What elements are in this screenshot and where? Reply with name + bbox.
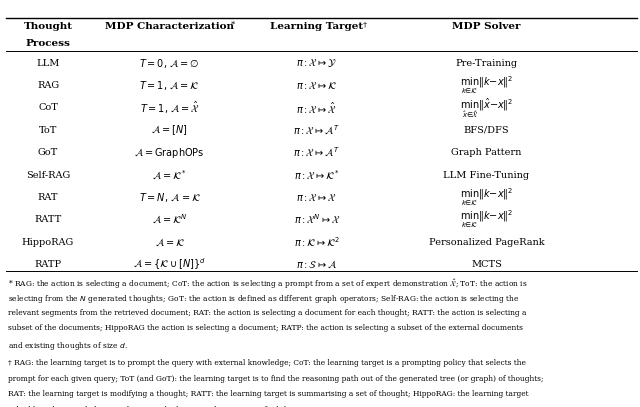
Text: CoT: CoT <box>38 103 58 112</box>
Text: HippoRAG: HippoRAG <box>22 238 74 247</box>
Text: $\min_{k\in\mathcal{K}}\|k-x\|^2$: $\min_{k\in\mathcal{K}}\|k-x\|^2$ <box>460 209 513 230</box>
Text: † RAG: the learning target is to prompt the query with external knowledge; CoT: : † RAG: the learning target is to prompt … <box>8 359 525 368</box>
Text: $\pi:\mathcal{X}\mapsto\mathcal{A}^T$: $\pi:\mathcal{X}\mapsto\mathcal{A}^T$ <box>294 146 340 159</box>
Text: RATT: RATT <box>35 215 61 224</box>
Text: RAG: RAG <box>37 81 59 90</box>
Text: *: * <box>230 20 235 28</box>
Text: $T=0,\, \mathcal{A}=\emptyset$: $T=0,\, \mathcal{A}=\emptyset$ <box>140 57 200 70</box>
Text: Process: Process <box>26 39 70 48</box>
Text: Graph Pattern: Graph Pattern <box>451 148 522 157</box>
Text: relevant segments from the retrieved document; RAT: the action is selecting a do: relevant segments from the retrieved doc… <box>8 309 526 317</box>
Text: LLM: LLM <box>36 59 60 68</box>
Text: $\min_{k\in\mathcal{K}}\|k-x\|^2$: $\min_{k\in\mathcal{K}}\|k-x\|^2$ <box>460 75 513 96</box>
Text: $\pi:\mathcal{X}\mapsto\mathcal{X}$: $\pi:\mathcal{X}\mapsto\mathcal{X}$ <box>296 192 337 203</box>
Text: $\pi:\mathcal{S}\mapsto\mathcal{A}$: $\pi:\mathcal{S}\mapsto\mathcal{A}$ <box>296 259 337 270</box>
Text: prompt for each given query; ToT (and GoT): the learning target is to find the r: prompt for each given query; ToT (and Go… <box>8 375 543 383</box>
Text: $\min_{\hat{x}\in\hat{\mathcal{X}}}\|\hat{x}-x\|^2$: $\min_{\hat{x}\in\hat{\mathcal{X}}}\|\ha… <box>460 96 513 120</box>
Text: Personalized PageRank: Personalized PageRank <box>429 238 544 247</box>
Text: MDP Characterization: MDP Characterization <box>105 22 234 31</box>
Text: $\pi:\mathcal{X}\mapsto\mathcal{A}^T$: $\pi:\mathcal{X}\mapsto\mathcal{A}^T$ <box>294 124 340 137</box>
Text: $\min_{k\in\mathcal{K}}\|k-x\|^2$: $\min_{k\in\mathcal{K}}\|k-x\|^2$ <box>460 187 513 208</box>
Text: $\pi:\mathcal{X}^N\mapsto\mathcal{X}$: $\pi:\mathcal{X}^N\mapsto\mathcal{X}$ <box>294 213 340 226</box>
Text: $\mathcal{A}=\mathrm{GraphOPs}$: $\mathcal{A}=\mathrm{GraphOPs}$ <box>134 146 205 160</box>
Text: ToT: ToT <box>39 126 57 135</box>
Text: $\pi:\mathcal{X}\mapsto\mathcal{K}^*$: $\pi:\mathcal{X}\mapsto\mathcal{K}^*$ <box>294 168 340 182</box>
Text: MDP Solver: MDP Solver <box>452 22 521 31</box>
Text: †: † <box>363 20 367 28</box>
Text: $\pi:\mathcal{X}\mapsto\mathcal{Y}$: $\pi:\mathcal{X}\mapsto\mathcal{Y}$ <box>296 57 337 69</box>
Text: and existing thoughts of size $d$.: and existing thoughts of size $d$. <box>8 340 128 352</box>
Text: Thought: Thought <box>24 22 72 31</box>
Text: Learning Target: Learning Target <box>270 22 364 31</box>
Text: $\pi:\mathcal{X}\mapsto\hat{\mathcal{X}}$: $\pi:\mathcal{X}\mapsto\hat{\mathcal{X}}… <box>296 101 337 115</box>
Text: subset of the documents; HippoRAG the action is selecting a document; RATP: the : subset of the documents; HippoRAG the ac… <box>8 324 523 333</box>
Text: $\mathcal{A}=\mathcal{K}^N$: $\mathcal{A}=\mathcal{K}^N$ <box>152 213 187 226</box>
Text: Pre-Training: Pre-Training <box>455 59 518 68</box>
Text: $T=1,\, \mathcal{A}=\mathcal{K}$: $T=1,\, \mathcal{A}=\mathcal{K}$ <box>140 79 200 92</box>
Text: GoT: GoT <box>38 148 58 157</box>
Text: MCTS: MCTS <box>471 260 502 269</box>
Text: $T=N,\, \mathcal{A}=\mathcal{K}$: $T=N,\, \mathcal{A}=\mathcal{K}$ <box>139 191 200 204</box>
Text: RATP: RATP <box>35 260 61 269</box>
Text: RAT: RAT <box>38 193 58 202</box>
Text: BFS/DFS: BFS/DFS <box>463 126 509 135</box>
Text: is building the Knowledge Graph; RATP: the learning objective is to find the: is building the Knowledge Graph; RATP: t… <box>8 406 295 407</box>
Text: $\mathcal{A}=\{\mathcal{K}\cup[N]\}^d$: $\mathcal{A}=\{\mathcal{K}\cup[N]\}^d$ <box>133 257 206 272</box>
Text: $\pi:\mathcal{X}\mapsto\mathcal{K}$: $\pi:\mathcal{X}\mapsto\mathcal{K}$ <box>296 80 337 91</box>
Text: RAT: the learning target is modifying a thought; RATT: the learning target is su: RAT: the learning target is modifying a … <box>8 390 528 398</box>
Text: LLM Fine-Tuning: LLM Fine-Tuning <box>444 171 529 179</box>
Text: selecting from the $N$ generated thoughts; GoT: the action is defined as differe: selecting from the $N$ generated thought… <box>8 293 520 305</box>
Text: $\mathcal{A}=\mathcal{K}$: $\mathcal{A}=\mathcal{K}$ <box>155 236 184 248</box>
Text: $\mathcal{A}=\mathcal{K}^*$: $\mathcal{A}=\mathcal{K}^*$ <box>152 168 187 182</box>
Text: $T=1,\, \mathcal{A}=\hat{\mathcal{X}}$: $T=1,\, \mathcal{A}=\hat{\mathcal{X}}$ <box>140 100 200 116</box>
Text: $\mathcal{A}=[N]$: $\mathcal{A}=[N]$ <box>152 123 188 137</box>
Text: $\pi:\mathcal{K}\mapsto\mathcal{K}^2$: $\pi:\mathcal{K}\mapsto\mathcal{K}^2$ <box>294 235 340 249</box>
Text: * RAG: the action is selecting a document; CoT: the action is selecting a prompt: * RAG: the action is selecting a documen… <box>8 278 527 291</box>
Text: Self-RAG: Self-RAG <box>26 171 70 179</box>
